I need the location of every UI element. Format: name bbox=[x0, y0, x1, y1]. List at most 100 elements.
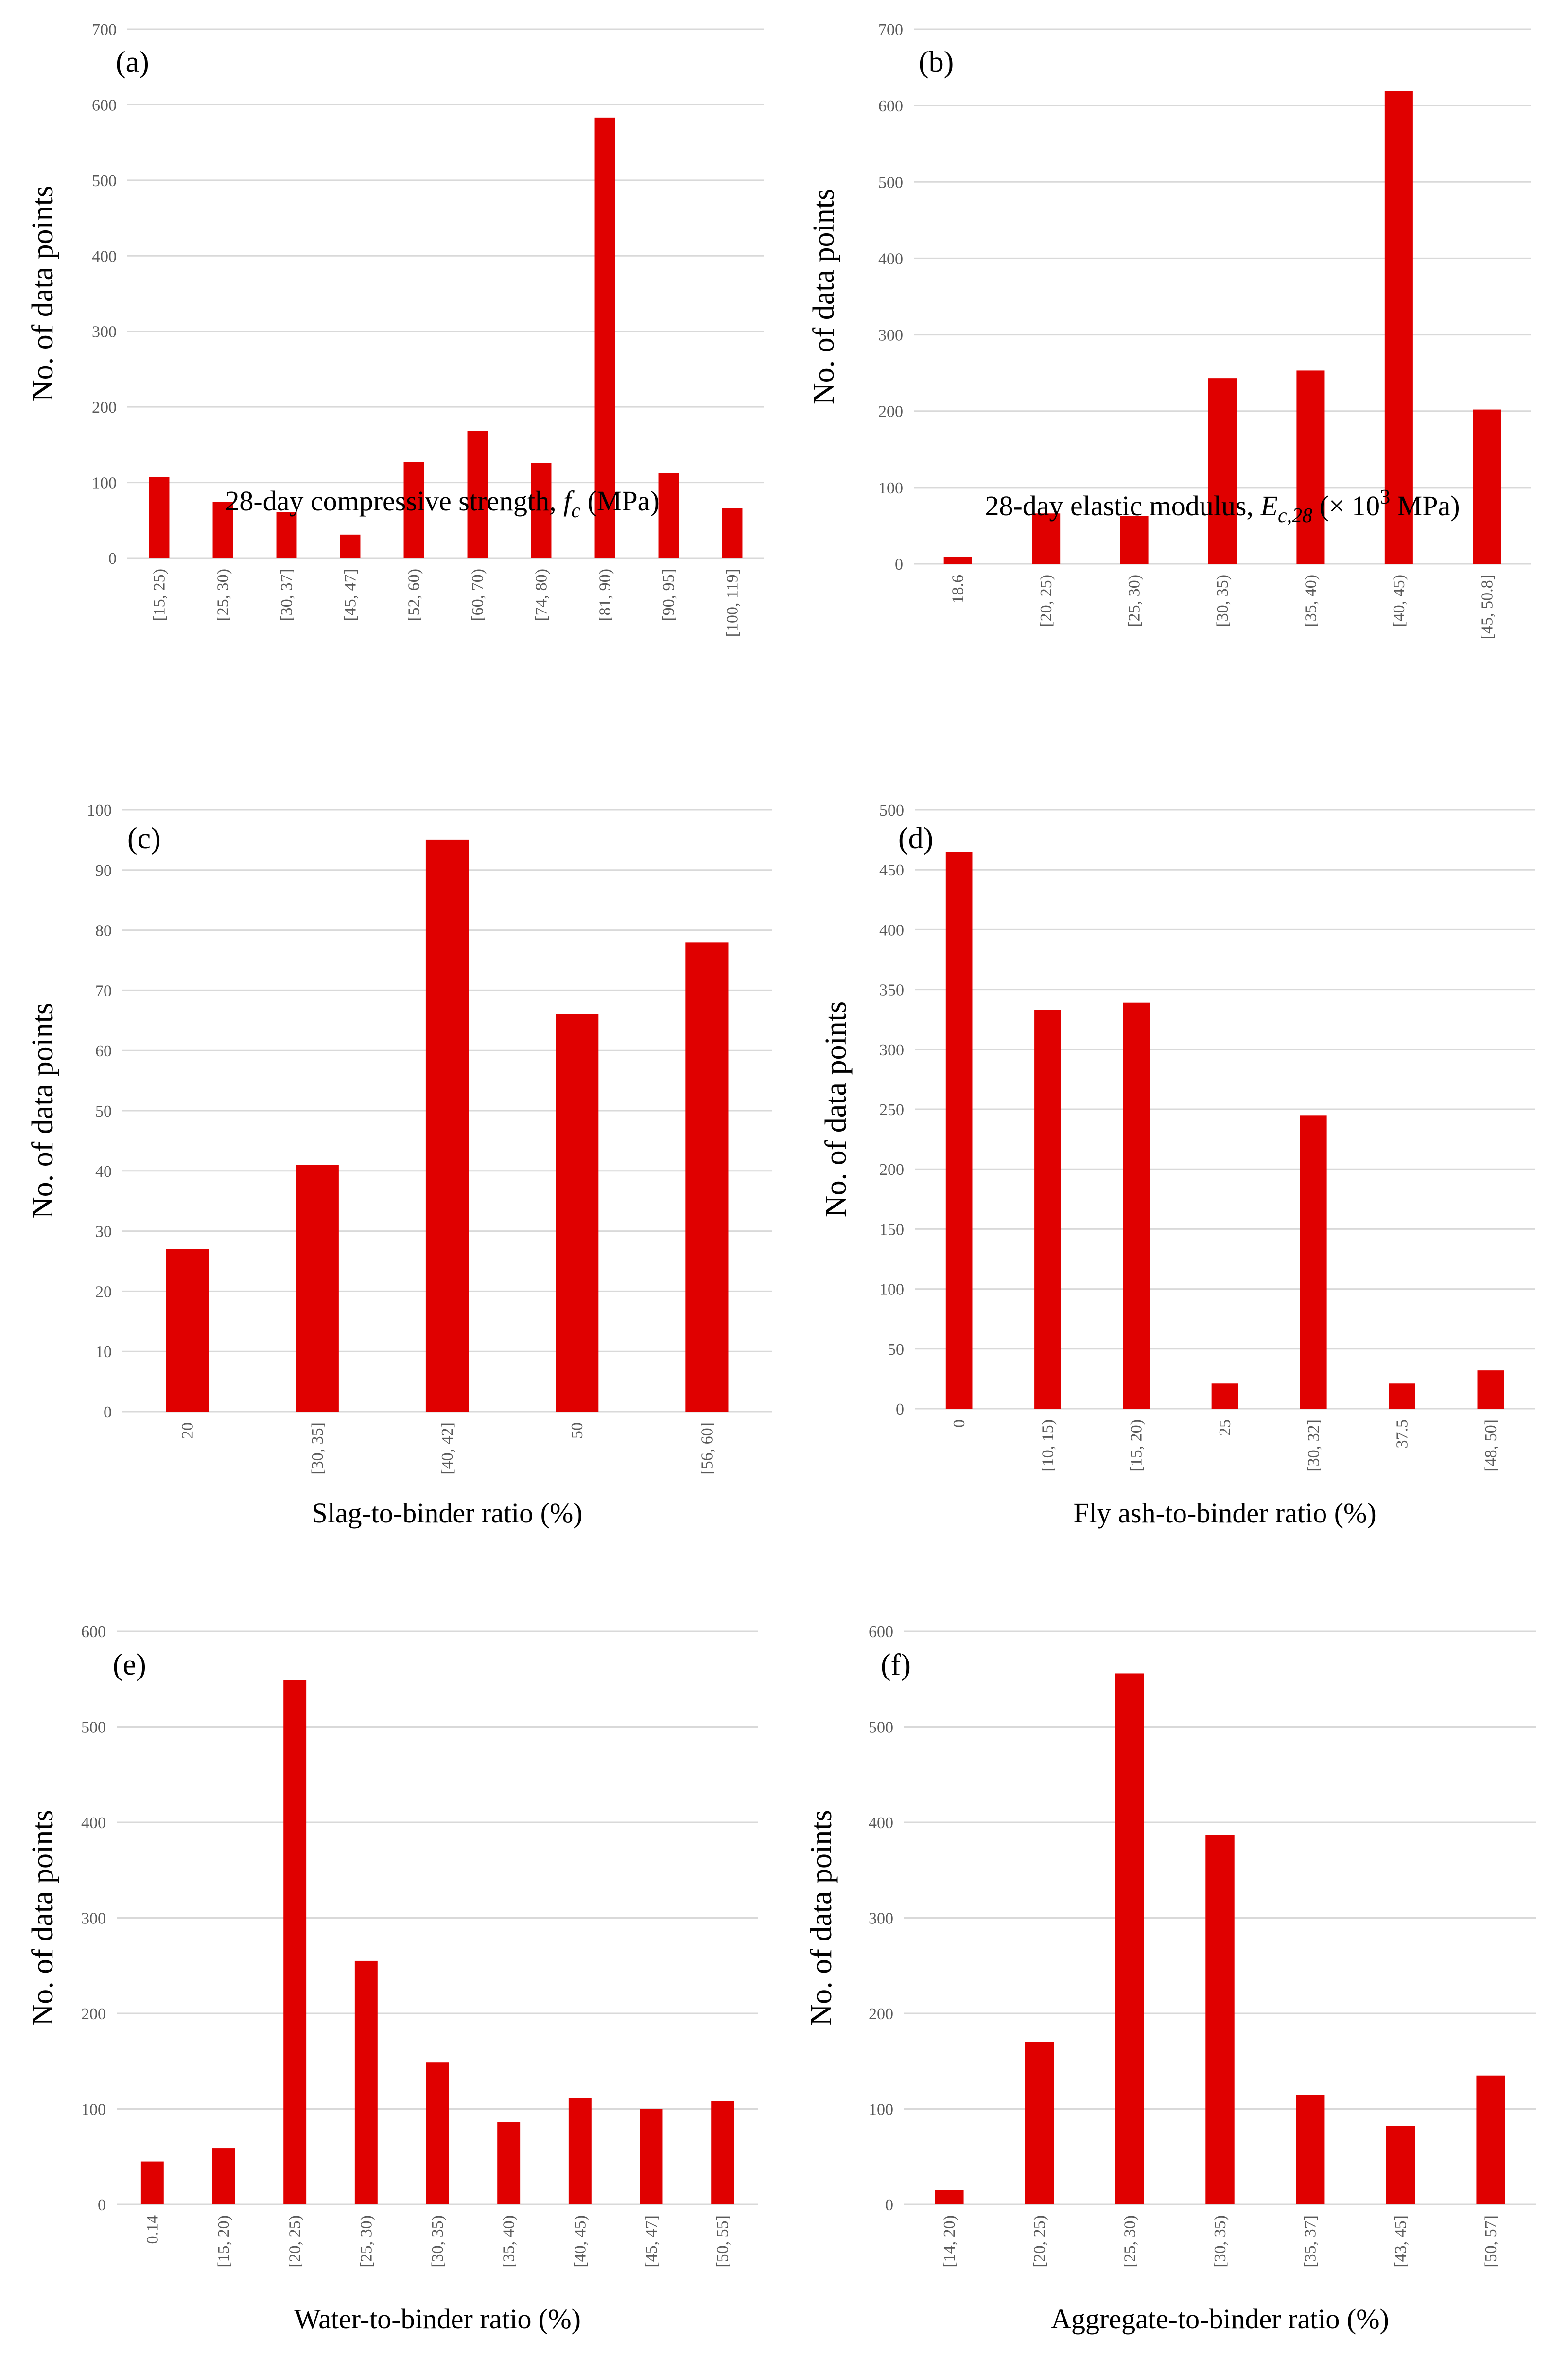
x-axis-title-part: Water-to-binder ratio (%) bbox=[294, 2303, 581, 2335]
bar bbox=[276, 512, 297, 558]
bar bbox=[1296, 2095, 1325, 2204]
x-axis-title: Water-to-binder ratio (%) bbox=[294, 2303, 581, 2335]
panel-f: 0 100 200 300 400 500 600 [14, 20) [20, 25) [25, … bbox=[805, 1623, 1536, 2335]
y-tick-label: 100 bbox=[869, 2101, 893, 2119]
x-tick-label: [25, 30) bbox=[1126, 575, 1144, 627]
bar bbox=[1120, 516, 1149, 564]
bar bbox=[658, 473, 679, 558]
x-tick-label: [45, 50.8] bbox=[1478, 575, 1496, 639]
x-tick-label: [40, 45) bbox=[571, 2215, 589, 2268]
y-tick-label: 400 bbox=[81, 1814, 106, 1832]
y-tick-label: 20 bbox=[95, 1283, 112, 1301]
y-tick-label: 0 bbox=[108, 550, 117, 568]
x-tick-label: 18.6 bbox=[949, 575, 967, 604]
y-axis-title: No. of data points bbox=[819, 1001, 853, 1217]
x-tick-label: 20 bbox=[179, 1422, 197, 1439]
x-axis-title: 28-day elastic modulus, Ec,28 (× 103 MPa… bbox=[985, 486, 1460, 527]
y-tick-label: 100 bbox=[87, 802, 112, 820]
bar bbox=[1384, 91, 1413, 564]
panel-c: 0 10 20 30 40 50 60 70 80 90 100 20 [30, 35] [40, 42]… bbox=[26, 802, 772, 1529]
y-tick-label: 40 bbox=[95, 1163, 112, 1181]
x-tick-label: [43, 45] bbox=[1392, 2215, 1410, 2268]
y-tick-label: 400 bbox=[879, 921, 904, 939]
bar bbox=[711, 2101, 734, 2204]
x-tick-label: [30, 35] bbox=[309, 1422, 327, 1475]
bar bbox=[467, 431, 488, 558]
bar bbox=[426, 2062, 449, 2204]
x-axis-title-part: (MPa) bbox=[580, 485, 660, 517]
x-tick-label: [56, 60] bbox=[698, 1422, 716, 1475]
y-tick-label: 350 bbox=[879, 981, 904, 999]
panel-label: (e) bbox=[113, 1648, 146, 1681]
y-axis-title: No. of data points bbox=[805, 1810, 838, 2026]
x-axis-title-part: MPa) bbox=[1390, 490, 1460, 522]
x-tick-label: [48, 50] bbox=[1482, 1419, 1500, 1472]
x-axis-title: 28-day compressive strength, fc (MPa) bbox=[225, 485, 659, 522]
x-axis-title: Fly ash-to-binder ratio (%) bbox=[1073, 1497, 1376, 1529]
y-tick-label: 50 bbox=[95, 1102, 112, 1120]
x-tick-label: [15, 20) bbox=[215, 2215, 233, 2268]
y-tick-label: 60 bbox=[95, 1042, 112, 1060]
panel-label: (c) bbox=[127, 822, 161, 855]
y-tick-label: 30 bbox=[95, 1223, 112, 1241]
bar bbox=[166, 1249, 209, 1412]
y-tick-label: 10 bbox=[95, 1343, 112, 1361]
bar bbox=[149, 477, 170, 558]
x-tick-label: [60, 70) bbox=[469, 569, 487, 621]
bar bbox=[556, 1014, 599, 1412]
bar bbox=[1205, 1835, 1235, 2204]
bar bbox=[296, 1165, 339, 1412]
x-tick-label: [74, 80) bbox=[533, 569, 551, 621]
bar bbox=[497, 2122, 521, 2204]
y-axis-title: No. of data points bbox=[26, 186, 59, 402]
y-tick-label: 600 bbox=[92, 96, 117, 114]
bar bbox=[943, 557, 972, 564]
bar bbox=[568, 2098, 592, 2204]
x-tick-label: [45, 47] bbox=[342, 569, 360, 621]
y-tick-label: 400 bbox=[869, 1814, 893, 1832]
x-tick-label: [50, 57] bbox=[1482, 2215, 1500, 2268]
x-tick-label: [15, 25) bbox=[151, 569, 169, 621]
bar bbox=[425, 839, 469, 1412]
y-tick-label: 200 bbox=[92, 399, 117, 417]
y-axis-title: No. of data points bbox=[26, 1003, 59, 1219]
bar bbox=[340, 534, 361, 558]
x-tick-label: [30, 35) bbox=[1211, 2215, 1229, 2268]
bar bbox=[1386, 2126, 1415, 2204]
panel-label: (d) bbox=[898, 822, 933, 855]
x-tick-label: [30, 35) bbox=[1214, 575, 1232, 627]
panel-a: 0 100 200 300 400 500 600 700 [15, 25) [25, 30) [3… bbox=[26, 21, 764, 637]
x-tick-label: [20, 25) bbox=[1031, 2215, 1049, 2268]
bar bbox=[722, 508, 743, 558]
bar bbox=[640, 2109, 663, 2204]
x-tick-label: [52, 60) bbox=[405, 569, 423, 621]
y-tick-label: 200 bbox=[869, 2005, 893, 2023]
x-tick-label: 0.14 bbox=[143, 2215, 161, 2244]
y-tick-label: 70 bbox=[95, 982, 112, 1000]
y-tick-label: 50 bbox=[888, 1341, 904, 1359]
bar bbox=[685, 942, 729, 1412]
y-tick-label: 80 bbox=[95, 922, 112, 940]
y-tick-label: 300 bbox=[878, 327, 903, 345]
x-tick-label: 0 bbox=[950, 1419, 968, 1428]
x-tick-label: [25, 30) bbox=[1121, 2215, 1139, 2268]
y-tick-label: 250 bbox=[879, 1101, 904, 1119]
x-axis-title-part: 3 bbox=[1380, 486, 1390, 508]
x-tick-label: [15, 20) bbox=[1128, 1419, 1146, 1472]
bar bbox=[283, 1680, 307, 2204]
y-tick-label: 0 bbox=[104, 1403, 112, 1421]
y-tick-label: 500 bbox=[879, 802, 904, 820]
bar bbox=[1025, 2042, 1054, 2204]
y-tick-label: 300 bbox=[879, 1041, 904, 1059]
x-axis-title-part: (× 10 bbox=[1312, 490, 1380, 522]
x-tick-label: [35, 40) bbox=[1302, 575, 1320, 627]
y-tick-label: 0 bbox=[98, 2196, 106, 2214]
y-tick-label: 500 bbox=[92, 172, 117, 190]
bar bbox=[1208, 378, 1237, 564]
x-tick-label: [30, 37] bbox=[278, 569, 296, 621]
y-tick-label: 0 bbox=[885, 2196, 893, 2214]
bar bbox=[1477, 1370, 1504, 1409]
panel-label: (f) bbox=[881, 1648, 911, 1681]
y-tick-label: 600 bbox=[81, 1623, 106, 1641]
bar bbox=[935, 2190, 964, 2204]
